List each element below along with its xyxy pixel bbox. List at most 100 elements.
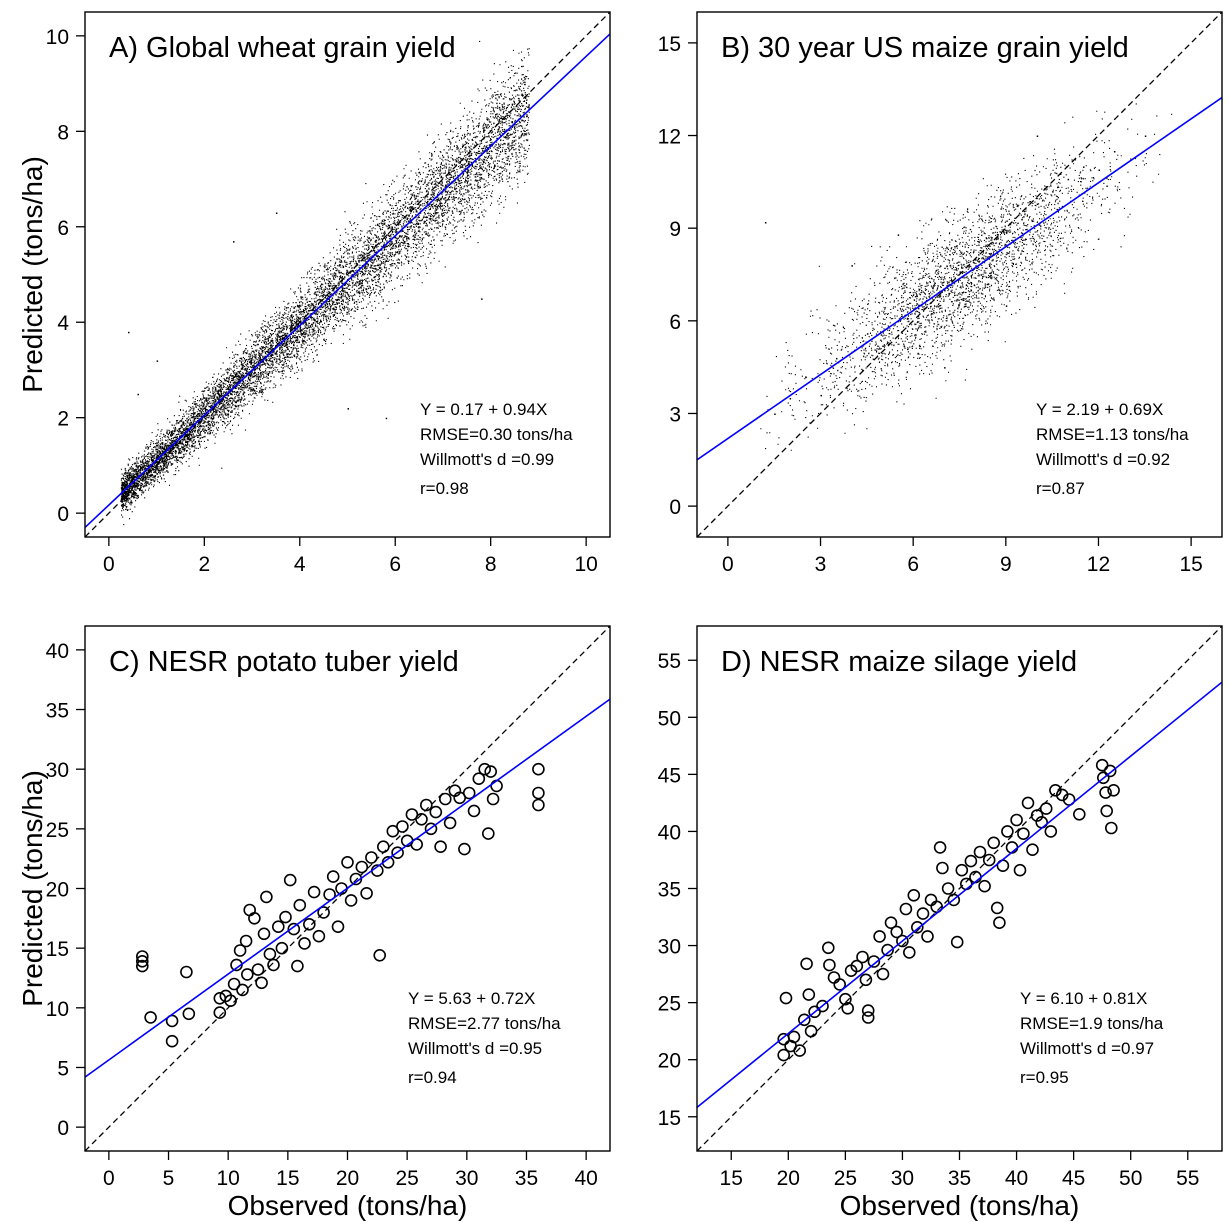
y-tick-label: 20	[658, 1050, 681, 1073]
data-point	[136, 954, 149, 968]
data-point	[156, 451, 159, 453]
data-point	[291, 959, 304, 973]
plot-area	[85, 626, 610, 1151]
data-point	[821, 941, 835, 955]
data-point	[241, 968, 254, 981]
data-point	[876, 967, 890, 981]
x-tick-label: 40	[574, 1167, 597, 1190]
regression-line	[85, 33, 610, 529]
data-point	[248, 911, 261, 925]
data-point	[1073, 807, 1086, 821]
data-point	[910, 920, 924, 934]
data-point	[993, 916, 1006, 930]
data-point	[1052, 191, 1054, 193]
x-tick-label: 30	[891, 1167, 914, 1190]
data-point	[1044, 825, 1058, 838]
data-point	[290, 327, 292, 329]
data-point	[481, 298, 483, 300]
y-tick-label: 0	[57, 1117, 69, 1140]
data-point	[793, 1044, 807, 1057]
data-point	[1017, 827, 1030, 841]
data-point	[899, 902, 913, 916]
data-point	[1107, 783, 1120, 797]
data-point	[820, 394, 822, 397]
data-point	[890, 925, 904, 939]
data-point	[263, 947, 277, 961]
data-point	[233, 241, 235, 243]
x-tick-label: 30	[455, 1167, 478, 1190]
x-tick-label: 25	[834, 1167, 857, 1190]
data-point	[275, 360, 278, 362]
data-point	[1039, 802, 1053, 815]
data-point	[827, 971, 841, 984]
data-point	[239, 934, 253, 948]
data-point	[156, 360, 159, 362]
data-point	[804, 1024, 818, 1038]
data-point	[182, 1007, 196, 1021]
data-point	[1036, 135, 1039, 137]
y-axis-title: Predicted (tons/ha)	[17, 770, 48, 1007]
x-tick-label: 15	[276, 1167, 299, 1190]
x-tick-label: 35	[948, 1167, 971, 1190]
data-point	[261, 350, 264, 353]
data-point	[1021, 796, 1035, 810]
stat-annotation: Y = 2.19 + 0.69X	[1036, 400, 1163, 419]
x-tick-label: 35	[515, 1167, 538, 1190]
data-point	[1083, 166, 1085, 168]
stat-annotation: Willmott's d =0.95	[408, 1039, 542, 1058]
data-point	[833, 978, 847, 991]
y-tick-label: 4	[57, 312, 69, 335]
data-point	[204, 432, 206, 434]
stat-annotation: Y = 6.10 + 0.81X	[1020, 989, 1147, 1008]
x-tick-label: 25	[395, 1167, 418, 1190]
data-point	[836, 357, 838, 360]
y-tick-label: 0	[57, 503, 69, 526]
data-point	[1144, 135, 1147, 137]
data-point	[777, 1048, 791, 1062]
data-point	[856, 950, 869, 964]
data-point	[1026, 843, 1039, 857]
stat-annotation: Y = 0.17 + 0.94X	[420, 400, 547, 419]
data-point	[165, 1034, 179, 1048]
data-point	[287, 922, 301, 936]
data-point	[283, 873, 297, 887]
x-tick-label: 8	[485, 553, 497, 576]
y-tick-label: 2	[57, 408, 69, 431]
panel-a: 0 2 4 6 8 10 0 2 4 6 8 10 A) Global wheat grain yiel…	[17, 11, 611, 576]
data-point	[774, 413, 776, 415]
data-point	[519, 121, 521, 124]
data-point	[236, 983, 249, 997]
data-point	[467, 804, 481, 818]
y-tick-label: 40	[46, 640, 69, 663]
data-point	[242, 393, 244, 396]
data-point	[1113, 151, 1116, 153]
data-point	[532, 786, 545, 800]
data-point	[490, 779, 503, 793]
data-points	[136, 762, 545, 1048]
y-tick-label: 0	[669, 496, 681, 519]
data-point	[228, 389, 230, 391]
data-point	[312, 929, 326, 943]
data-point	[472, 772, 486, 786]
data-point	[136, 959, 149, 973]
data-point	[365, 851, 378, 864]
regression-line	[85, 698, 610, 1078]
data-point	[376, 840, 390, 854]
x-axis-title: Observed (tons/ha)	[228, 1190, 468, 1221]
data-point	[434, 840, 447, 854]
data-point	[227, 977, 241, 991]
data-point	[841, 1001, 855, 1015]
data-point	[260, 890, 273, 904]
data-point	[137, 393, 139, 396]
data-point	[797, 1013, 811, 1027]
data-point	[959, 271, 961, 273]
data-points	[777, 758, 1120, 1062]
point-cloud	[760, 103, 1173, 451]
data-point	[1100, 804, 1113, 818]
data-point	[1098, 169, 1100, 171]
data-point	[484, 765, 498, 778]
stat-annotation: r=0.87	[1036, 479, 1085, 498]
y-tick-label: 45	[658, 764, 681, 787]
stat-annotation: RMSE=2.77 tons/ha	[408, 1014, 561, 1033]
stat-annotation: Y = 5.63 + 0.72X	[408, 989, 535, 1008]
